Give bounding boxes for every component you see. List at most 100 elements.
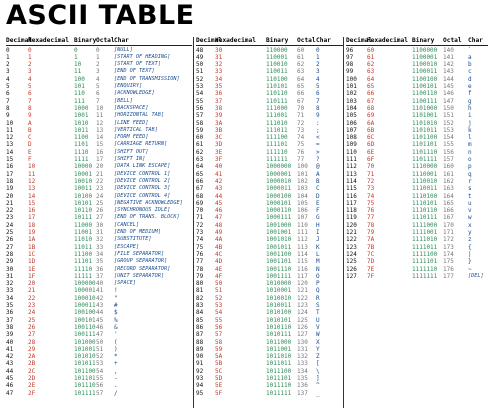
table-row: 68 44 1000100 104 D	[196, 193, 343, 200]
table-row: 66 42 1000010 102 B	[196, 178, 343, 185]
cell-oct: 62	[297, 61, 305, 69]
cell-bin: 111	[74, 97, 85, 105]
cell-chr: =	[316, 141, 320, 149]
table-row: 20 14 10100 24 [DEVICE CONTROL 4]	[6, 193, 192, 200]
table-row: 9 9 1001 11 [HORIZONTAL TAB]	[6, 112, 192, 119]
cell-hex: 25	[28, 316, 36, 324]
cell-dec: 75	[196, 243, 204, 251]
table-row: 63 3F 111111 77?	[196, 156, 343, 163]
table-row: 34 22 100010 42 "	[6, 295, 192, 302]
cell-chr: [HORIZONTAL TAB]	[114, 112, 164, 119]
cell-hex: 70	[367, 163, 375, 171]
cell-bin: 100001	[74, 287, 96, 295]
cell-hex: 6B	[367, 126, 375, 134]
cell-hex: 2C	[28, 367, 36, 375]
cell-chr: K	[316, 243, 320, 251]
cell-chr: f	[468, 90, 472, 98]
cell-bin: 1110	[74, 148, 89, 156]
cell-hex: E	[28, 148, 32, 156]
cell-hex: 2E	[28, 382, 36, 390]
cell-bin: 11110	[74, 265, 93, 273]
cell-chr: n	[468, 148, 472, 156]
cell-hex: 23	[28, 302, 36, 309]
cell-oct: 112	[297, 236, 308, 244]
table-row: 55 37 110111 67 7	[196, 98, 343, 105]
cell-chr: F	[316, 207, 320, 215]
cell-hex: 3B	[215, 126, 223, 134]
cell-bin: 1100001	[412, 53, 438, 61]
cell-dec: 78	[196, 265, 204, 273]
table-row: 69 45 1000101 105 E	[196, 200, 343, 207]
cell-hex: 18	[28, 221, 36, 229]
cell-oct: 15	[96, 141, 104, 149]
cell-dec: 119	[346, 214, 357, 222]
cell-chr: -	[114, 375, 118, 382]
cell-dec: 86	[196, 323, 204, 331]
table-row: 33 21 100001 41!	[6, 287, 192, 294]
table-row: 84 54 1010100 124 T	[196, 309, 343, 316]
cell-bin: 1100111	[412, 97, 438, 105]
cell-oct: 146	[443, 90, 454, 98]
cell-oct: 107	[297, 214, 308, 222]
table-row: 15 F 1111 17 [SHIFT IN]	[6, 156, 192, 163]
table-row: 96 60 1100000 140 `	[346, 47, 488, 54]
table-header: Decimal Hexadecimal Binary Octal Char	[346, 37, 488, 46]
table-row: 26 1A 11010 32 [SUBSTITUTE]	[6, 236, 192, 243]
cell-chr: s	[468, 185, 472, 193]
cell-bin: 1011011	[266, 360, 292, 368]
table-row: 92 5C 1011100 134 \	[196, 368, 343, 375]
cell-oct: 173	[443, 243, 454, 251]
cell-oct: 44	[96, 309, 104, 317]
cell-hex: 50	[215, 280, 223, 288]
cell-chr: &	[114, 323, 118, 331]
table-row: 67 43 1000011 103 C	[196, 185, 343, 192]
cell-bin: 111001	[266, 112, 288, 120]
cell-chr: [DEVICE CONTROL 2]	[114, 177, 171, 184]
table-row: 99 63 1100011 143 c	[346, 68, 488, 75]
cell-hex: D	[28, 141, 32, 149]
cell-bin: 1111000	[412, 221, 438, 229]
cell-chr: x	[468, 221, 472, 229]
cell-oct: 114	[297, 250, 308, 258]
cell-chr: [RECORD SEPARATOR]	[114, 265, 171, 272]
table-row: 28 1C 11100 34 [FILE SEPARATOR]	[6, 251, 192, 258]
cell-bin: 1001111	[266, 272, 292, 280]
cell-hex: 61	[367, 53, 375, 61]
cell-dec: 32	[6, 280, 14, 288]
cell-bin: 11001	[74, 229, 93, 236]
cell-dec: 126	[346, 265, 357, 273]
table-row: 44 2C 101100 54,	[6, 368, 192, 375]
cell-oct: 140	[443, 46, 454, 54]
cell-chr: [CANCEL]	[114, 221, 139, 228]
cell-dec: 99	[346, 68, 354, 76]
cell-dec: 76	[196, 250, 204, 258]
cell-dec: 109	[346, 141, 357, 149]
cell-chr: V	[316, 323, 320, 331]
cell-hex: 40	[215, 163, 223, 171]
table-row: 10 A 1010 12 [LINE FEED]	[6, 120, 192, 127]
cell-dec: 19	[6, 185, 14, 193]
cell-hex: 3	[28, 68, 32, 76]
cell-dec: 53	[196, 83, 204, 90]
cell-dec: 95	[196, 389, 204, 397]
cell-hex: 69	[367, 112, 375, 120]
cell-chr: W	[316, 331, 320, 339]
cell-hex: 7	[28, 97, 32, 105]
cell-hex: 1	[28, 53, 32, 61]
cell-dec: 74	[196, 236, 204, 244]
table-row: 126 7E 1111110 176 ~	[346, 266, 488, 273]
table-row: 81 51 1010001 121 Q	[196, 287, 343, 294]
cell-oct: 64	[297, 75, 305, 83]
cell-dec: 27	[6, 243, 14, 251]
cell-chr: ~	[468, 265, 472, 273]
cell-dec: 35	[6, 302, 14, 309]
cell-bin: 110101	[266, 83, 288, 90]
table-row: 98 62 1100010 142 b	[346, 61, 488, 68]
cell-chr: [SHIFT IN]	[114, 156, 146, 162]
cell-dec: 67	[196, 185, 204, 193]
cell-chr: L	[316, 250, 320, 258]
cell-oct: 66	[297, 90, 305, 98]
table-row: 124 7C 1111100 174 |	[346, 251, 488, 258]
cell-hex: 76	[367, 207, 375, 215]
cell-hex: 12	[28, 177, 36, 185]
